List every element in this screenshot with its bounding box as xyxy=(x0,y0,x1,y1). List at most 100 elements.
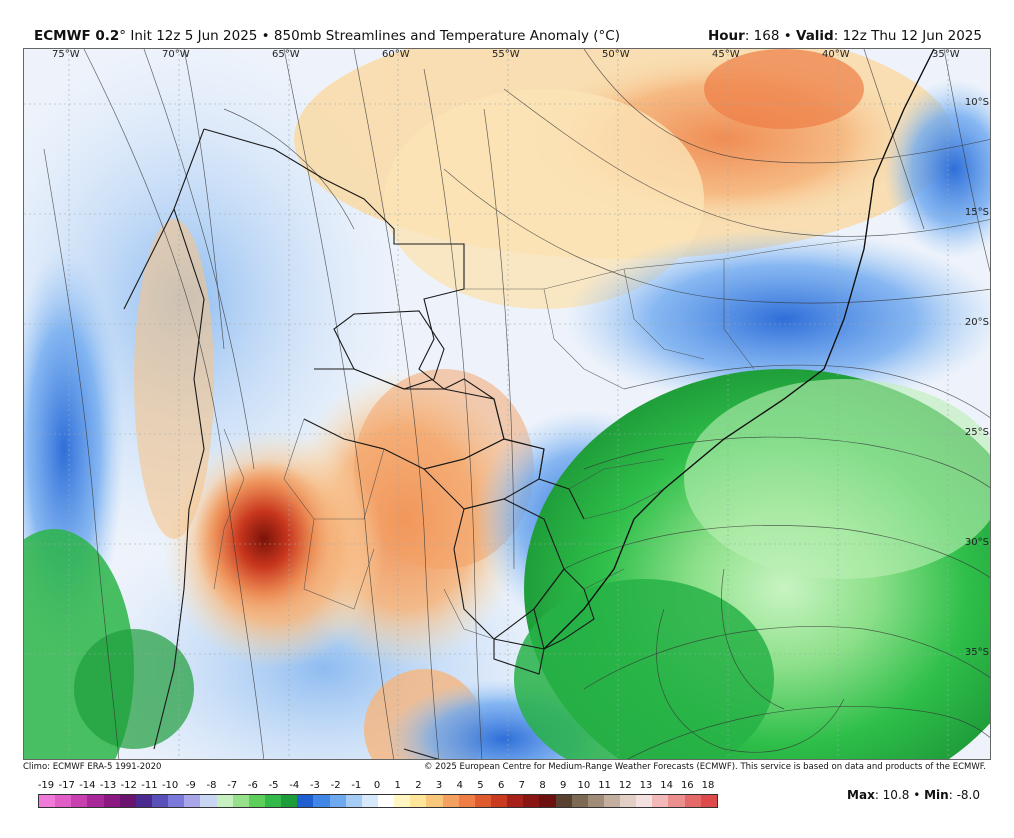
valid-label: Valid xyxy=(795,28,834,44)
scale-tick-label: -2 xyxy=(330,780,341,791)
valid-time: Hour: 168 • Valid: 12z Thu 12 Jun 2025 xyxy=(708,28,982,44)
scale-tick-label: 0 xyxy=(373,780,381,791)
lon-label-45w: 45°W xyxy=(712,49,740,60)
scale-tick-label: -13 xyxy=(99,780,117,791)
min-label: Min xyxy=(924,788,949,802)
scale-swatch xyxy=(232,795,249,807)
scale-swatch xyxy=(490,795,508,807)
scale-swatch xyxy=(636,795,653,807)
scale-tick-label: 12 xyxy=(618,780,632,791)
valid-value: : 12z Thu 12 Jun 2025 xyxy=(833,28,982,44)
scale-swatch xyxy=(200,795,217,807)
scale-tick-label: -1 xyxy=(351,780,362,791)
header-bar: ECMWF 0.2° Init 12z 5 Jun 2025 • 850mb S… xyxy=(0,0,1014,48)
scale-tick-label: -10 xyxy=(161,780,179,791)
lat-label-30s: 30°S xyxy=(964,537,989,548)
scale-swatch xyxy=(313,795,330,807)
scale-tick-label: -19 xyxy=(37,780,55,791)
scale-tick-label: -17 xyxy=(58,780,75,791)
scale-swatch xyxy=(55,795,72,807)
color-scale-legend: -19 -17 -14 -13 -12 -11 -10 -9 -8 -7 -6 -5 -4 -3 -2 -1 0… xyxy=(38,780,718,810)
scale-tick-label: 8 xyxy=(539,780,546,791)
scale-swatch xyxy=(458,795,475,807)
model-name: ECMWF 0.2 xyxy=(34,28,120,44)
scale-tick-label: -3 xyxy=(309,780,320,791)
scale-tick-label: -7 xyxy=(227,780,238,791)
scale-tick-label: 2 xyxy=(415,780,422,791)
scale-tick-label: 1 xyxy=(394,780,401,791)
scale-swatch xyxy=(410,795,427,807)
scale-tick-label: -6 xyxy=(247,780,258,791)
scale-tick-label: 5 xyxy=(477,780,484,791)
scale-swatch xyxy=(281,795,298,807)
max-min-readout: Max: 10.8 • Min: -8.0 xyxy=(847,788,980,802)
scale-tick-label: 7 xyxy=(518,780,525,791)
scale-tick-label: 10 xyxy=(577,780,591,791)
scale-tick-label: 4 xyxy=(456,780,463,791)
scale-tick-label: 6 xyxy=(497,780,505,791)
scale-tick-label: -4 xyxy=(289,780,300,791)
scale-swatch xyxy=(377,795,395,807)
scale-swatch xyxy=(652,795,669,807)
scale-swatch xyxy=(507,795,524,807)
scale-tick-label: 13 xyxy=(639,780,653,791)
scale-swatch xyxy=(620,795,637,807)
map-canvas xyxy=(24,49,990,759)
scale-swatch xyxy=(297,795,314,807)
scale-swatch xyxy=(248,795,265,807)
scale-tick-labels: -19 -17 -14 -13 -12 -11 -10 -9 -8 -7 -6 -5 -4 -3 -2 -1 0… xyxy=(38,780,718,794)
scale-swatch xyxy=(394,795,411,807)
graticule xyxy=(24,49,990,759)
scale-color-bar xyxy=(38,794,718,808)
scale-swatch xyxy=(329,795,346,807)
scale-swatch xyxy=(264,795,282,807)
lat-label-35s: 35°S xyxy=(964,647,989,658)
scale-tick-label: -14 xyxy=(79,780,96,791)
scale-tick-label: -12 xyxy=(120,780,137,791)
state-borders xyxy=(213,238,865,640)
scale-tick-label: -11 xyxy=(141,780,158,791)
climo-note: Climo: ECMWF ERA-5 1991-2020 xyxy=(23,762,162,772)
scale-tick-label: 14 xyxy=(660,780,673,791)
scale-swatch xyxy=(442,795,459,807)
lon-label-70w: 70°W xyxy=(162,49,190,60)
scale-swatch xyxy=(71,795,88,807)
lon-label-40w: 40°W xyxy=(822,49,850,60)
max-label: Max xyxy=(847,788,875,802)
lon-label-75w: 75°W xyxy=(52,49,80,60)
scale-tick-label: 11 xyxy=(598,780,611,791)
scale-tick-label: -9 xyxy=(185,780,196,791)
scale-swatch xyxy=(684,795,701,807)
scale-swatch xyxy=(700,795,717,807)
weather-map: WEATHERBELL xyxy=(23,48,991,760)
lon-label-65w: 65°W xyxy=(272,49,300,60)
scale-swatch xyxy=(523,795,540,807)
lon-label-35w: 35°W xyxy=(932,49,960,60)
scale-swatch xyxy=(168,795,185,807)
scale-swatch xyxy=(87,795,104,807)
scale-swatch xyxy=(668,795,685,807)
coastline xyxy=(543,49,935,650)
scale-tick-label: 18 xyxy=(701,780,715,791)
scale-swatch xyxy=(135,795,152,807)
hour-value: : 168 • xyxy=(744,28,796,44)
lat-label-15s: 15°S xyxy=(964,207,989,218)
max-value: : 10.8 • xyxy=(874,788,925,802)
scale-tick-label: 16 xyxy=(680,780,694,791)
hour-label: Hour xyxy=(707,28,745,44)
lat-label-10s: 10°S xyxy=(964,97,989,108)
scale-tick-label: -5 xyxy=(268,780,279,791)
lat-label-20s: 20°S xyxy=(964,317,989,328)
scale-swatch xyxy=(361,795,378,807)
lon-label-50w: 50°W xyxy=(602,49,630,60)
scale-swatch xyxy=(184,795,201,807)
lon-label-60w: 60°W xyxy=(382,49,410,60)
scale-tick-label: 9 xyxy=(560,780,567,791)
title-description: Init 12z 5 Jun 2025 • 850mb Streamlines … xyxy=(126,28,620,44)
scale-swatch xyxy=(345,795,362,807)
degree-sign: ° xyxy=(119,28,127,44)
streamlines xyxy=(43,49,990,759)
copyright-note: © 2025 European Centre for Medium-Range … xyxy=(423,762,986,772)
scale-tick-label: 3 xyxy=(435,780,443,791)
scale-swatch xyxy=(474,795,491,807)
